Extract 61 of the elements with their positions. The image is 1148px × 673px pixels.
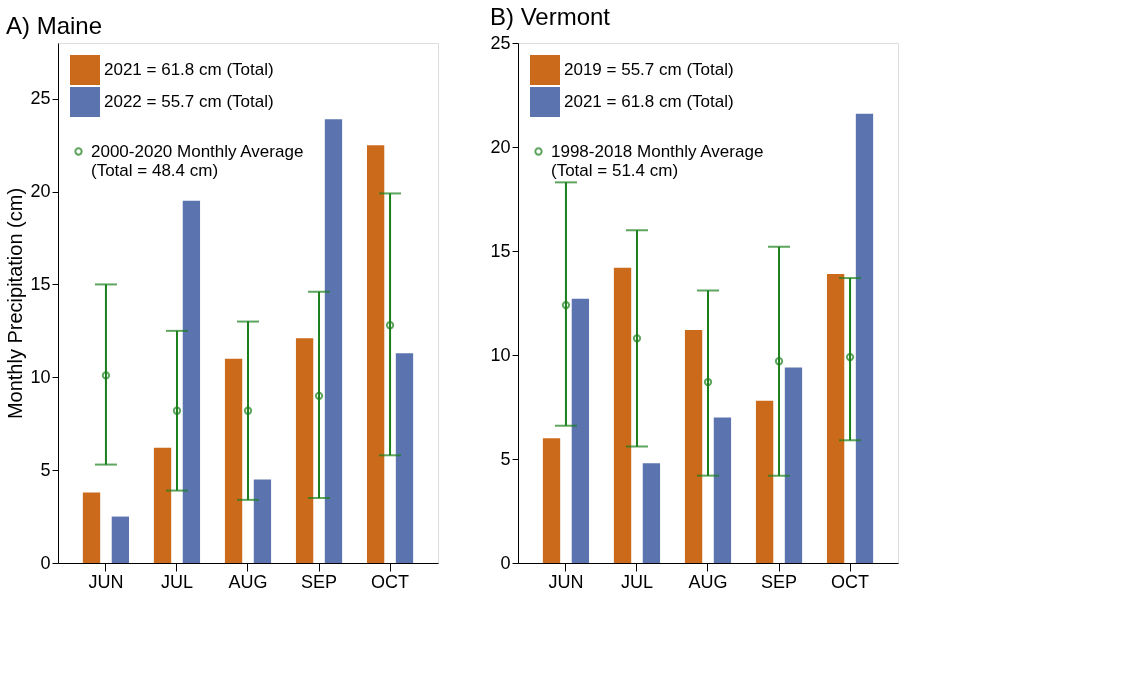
- bar: [613, 267, 632, 563]
- y-tick-label: 25: [30, 88, 51, 109]
- bar: [182, 200, 201, 563]
- y-tick-label: 10: [30, 366, 51, 387]
- x-tick-label: AUG: [228, 571, 268, 592]
- x-tick-label: JUN: [548, 571, 584, 592]
- point: [703, 377, 713, 387]
- bar: [295, 338, 314, 563]
- legend-label: 2019 = 55.7 cm (Total): [564, 60, 734, 79]
- y-tick-label: 0: [40, 552, 51, 573]
- bar: [855, 113, 874, 563]
- bar: [642, 463, 661, 563]
- bar: [395, 353, 414, 563]
- x-tick-label: JUL: [160, 571, 193, 592]
- bar: [111, 516, 130, 563]
- legend-label: 2022 = 55.7 cm (Total): [104, 92, 274, 111]
- point: [774, 357, 784, 366]
- point: [845, 352, 855, 362]
- y-tick-label: 10: [490, 344, 511, 365]
- bar: [366, 145, 385, 563]
- x-tick-label: SEP: [761, 571, 798, 592]
- bar: [82, 492, 101, 563]
- y-tick-label: 15: [490, 240, 511, 261]
- point: [385, 321, 395, 330]
- legend-label: 1998-2018 Monthly Average (Total = 51.4 cm): [551, 141, 764, 180]
- y-tick-label: 20: [30, 181, 51, 202]
- point: [172, 406, 182, 415]
- point: [561, 300, 571, 310]
- point: [101, 371, 111, 380]
- bar: [542, 438, 561, 563]
- legend-label: 2000-2020 Monthly Average (Total = 48.4 cm): [91, 141, 304, 180]
- bar: [324, 119, 343, 563]
- bar: [755, 400, 774, 563]
- x-tick-label: SEP: [301, 571, 338, 592]
- x-tick-label: OCT: [371, 571, 410, 592]
- point: [243, 406, 253, 415]
- point: [314, 391, 324, 401]
- bar: [784, 367, 803, 563]
- x-tick-label: AUG: [688, 571, 728, 592]
- x-tick-label: JUN: [88, 571, 124, 592]
- chart-title: A) Maine: [5, 12, 103, 39]
- bar: [153, 447, 172, 563]
- bar: [826, 273, 845, 563]
- bar: [224, 358, 243, 563]
- legend-label: 2021 = 61.8 cm (Total): [104, 60, 274, 79]
- chart-title: B) Vermont: [489, 3, 611, 30]
- y-axis-title: Monthly Precipitation (cm): [4, 187, 27, 420]
- y-tick-label: 25: [490, 32, 511, 53]
- bar: [713, 417, 732, 563]
- bar: [684, 330, 703, 563]
- y-tick-label: 5: [500, 448, 511, 469]
- y-tick-label: 20: [490, 136, 511, 157]
- y-tick-label: 15: [30, 273, 51, 294]
- legend-label: 2021 = 61.8 cm (Total): [564, 92, 734, 111]
- y-tick-label: 5: [40, 459, 51, 480]
- x-tick-label: JUL: [620, 571, 653, 592]
- y-tick-label: 0: [500, 552, 511, 573]
- x-tick-label: OCT: [831, 571, 870, 592]
- point: [632, 334, 642, 343]
- bar: [571, 298, 590, 563]
- bar: [253, 479, 272, 563]
